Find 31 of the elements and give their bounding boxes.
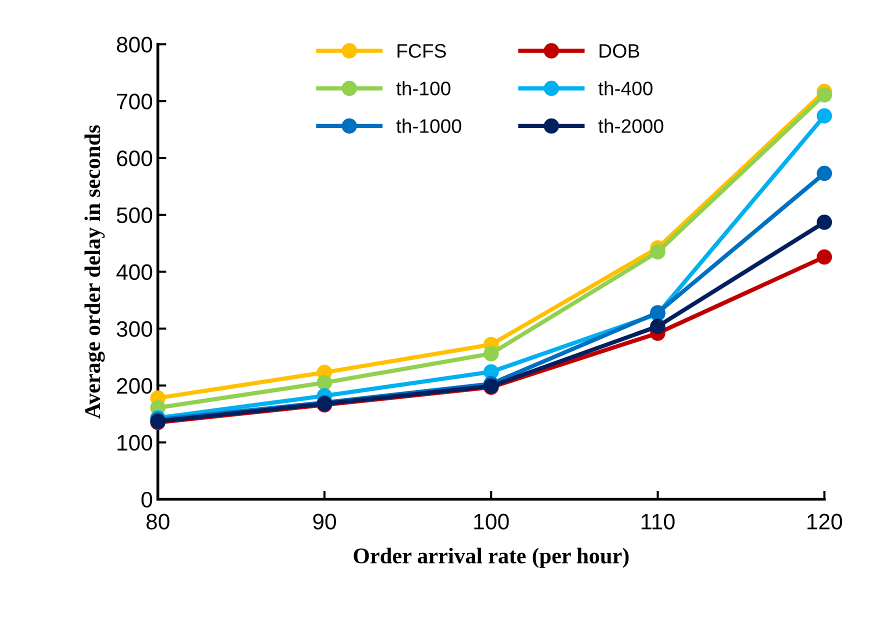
y-tick-label: 700 (117, 94, 152, 110)
y-tick-label: 500 (116, 207, 152, 224)
y-tick-label: 300 (116, 321, 152, 337)
x-tick-label: 90 (313, 514, 336, 530)
point (816, 166, 832, 181)
legend-label: th-100 (396, 81, 450, 96)
y-tick-label: 800 (116, 36, 152, 53)
y-tick-label: 400 (116, 264, 152, 280)
point (316, 375, 332, 390)
point (816, 214, 832, 230)
legend-label: DOB (600, 44, 640, 58)
y-tick-label: 200 (117, 378, 152, 394)
y-tick-label: 0 (142, 492, 152, 508)
y-axis-title: Average order delay in seconds (84, 125, 105, 419)
point (483, 346, 499, 362)
y-tick-label: 600 (117, 150, 152, 166)
point (650, 244, 666, 260)
x-tick-label: 80 (146, 514, 170, 530)
x-tick-label: 120 (808, 514, 842, 530)
legend-label: th-2000 (598, 118, 664, 133)
legend-label: th-400 (598, 81, 652, 96)
y-tick-label: 100 (118, 434, 152, 451)
point (816, 249, 832, 265)
x-tick-label: 100 (474, 514, 509, 530)
x-axis-title: Order arrival rate (per hour) (354, 548, 629, 568)
point (816, 108, 832, 124)
point (816, 87, 832, 103)
x-tick-label: 110 (642, 514, 675, 530)
legend-label: th-1000 (396, 118, 462, 133)
point (650, 318, 666, 334)
legend-label: FCFS (398, 44, 446, 58)
